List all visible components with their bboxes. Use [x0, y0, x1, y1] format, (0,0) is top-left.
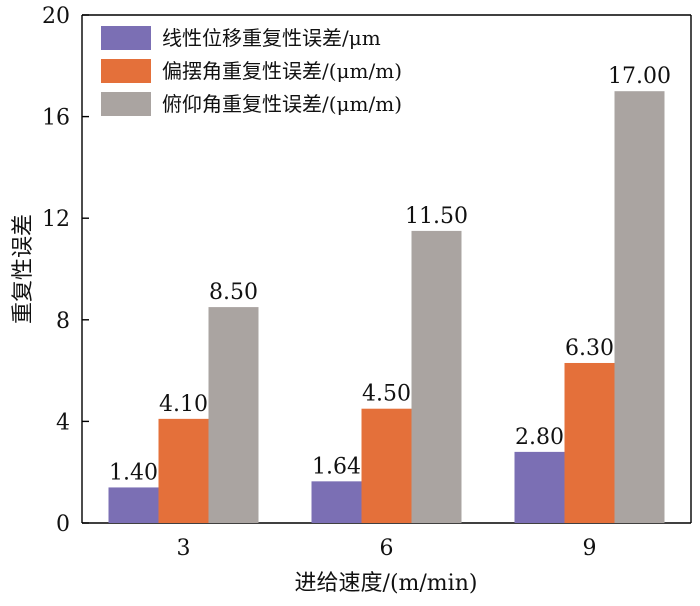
bar-series-2-cat-3 — [158, 418, 209, 523]
y-tick-label: 8 — [56, 309, 70, 334]
data-label: 6.30 — [565, 336, 614, 361]
bar-series-3-cat-3 — [208, 307, 259, 523]
x-tick-label: 3 — [177, 536, 191, 561]
legend-label: 线性位移重复性误差/μm — [162, 26, 381, 50]
data-label: 1.64 — [312, 454, 361, 479]
y-axis-title: 重复性误差 — [11, 214, 36, 324]
y-axis-ticks: 0 4 8 12 16 20 — [42, 4, 89, 537]
bar-series-3-cat-6 — [411, 230, 462, 523]
x-tick-label: 6 — [380, 536, 394, 561]
data-label: 17.00 — [608, 64, 671, 89]
y-tick-label: 16 — [42, 106, 70, 131]
bar-series-3-cat-9 — [614, 91, 665, 523]
data-label: 1.40 — [109, 460, 158, 485]
data-label: 4.50 — [362, 382, 411, 407]
bar-series-2-cat-9 — [564, 362, 615, 523]
legend-swatch — [101, 59, 151, 83]
bars — [108, 91, 665, 523]
y-tick-label: 4 — [56, 410, 70, 435]
bar-series-1-cat-6 — [311, 481, 362, 523]
legend: 线性位移重复性误差/μm 偏摆角重复性误差/(μm/m) 俯仰角重复性误差/(μm/… — [101, 26, 402, 116]
y-tick-label: 0 — [56, 512, 70, 537]
bar-series-1-cat-3 — [108, 487, 159, 523]
legend-label: 偏摆角重复性误差/(μm/m) — [162, 59, 402, 83]
data-label: 4.10 — [159, 392, 208, 417]
legend-label: 俯仰角重复性误差/(μm/m) — [162, 92, 402, 116]
y-tick-label: 20 — [42, 4, 70, 29]
bar-series-2-cat-6 — [361, 408, 412, 523]
legend-swatch — [101, 92, 151, 116]
data-label: 11.50 — [405, 204, 468, 229]
bar-series-1-cat-9 — [514, 451, 565, 523]
y-tick-label: 12 — [42, 207, 70, 232]
legend-swatch — [101, 26, 151, 50]
data-label: 8.50 — [209, 280, 258, 305]
x-axis-title: 进给速度/(m/min) — [295, 571, 478, 596]
data-label: 2.80 — [515, 425, 564, 450]
data-labels: 1.40 1.64 2.80 4.10 4.50 6.30 8.50 11.50 17.00 — [109, 64, 671, 485]
x-tick-label: 9 — [583, 536, 597, 561]
x-axis-ticks: 3 6 9 — [177, 536, 597, 561]
